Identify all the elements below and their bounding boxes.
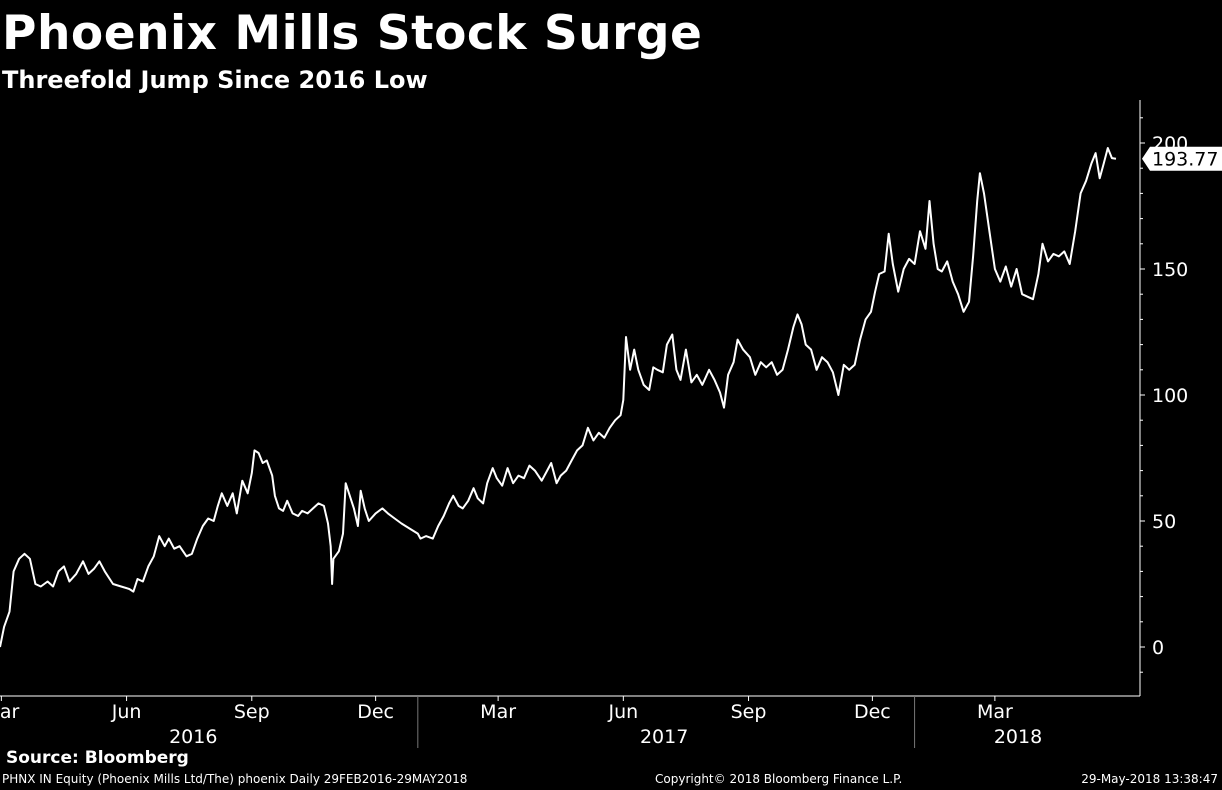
x-tick-label: Mar [0, 701, 19, 723]
price-line [0, 147, 1117, 648]
x-tick-label: Jun [111, 701, 142, 723]
x-tick-label: Mar [977, 701, 1013, 723]
last-value-flag: 193.77 [1142, 146, 1222, 171]
x-tick-label: Dec [357, 701, 394, 723]
y-tick-label: 150 [1152, 259, 1188, 281]
source-note: Source: Bloomberg [6, 748, 189, 768]
x-tick-label: Dec [854, 701, 891, 723]
x-axis: Mar Jun Sep Dec Mar Jun Sep Dec Mar 2016 2017 2018 [0, 696, 1042, 748]
x-year-label: 2017 [640, 726, 688, 748]
y-tick-label: 50 [1152, 511, 1176, 533]
footer-security-info: PHNX IN Equity (Phoenix Mills Ltd/The) p… [2, 772, 468, 786]
chart-title: Phoenix Mills Stock Surge [2, 6, 703, 61]
x-year-label: 2016 [169, 726, 217, 748]
x-tick-label: Jun [607, 701, 638, 723]
x-tick-label: Sep [234, 701, 270, 723]
plot-frame [0, 100, 1141, 697]
y-tick-label: 100 [1152, 385, 1188, 407]
footer-copyright: Copyright© 2018 Bloomberg Finance L.P. [655, 772, 903, 786]
footer-timestamp: 29-May-2018 13:38:47 [1081, 772, 1218, 786]
series-layer [0, 147, 1117, 648]
x-tick-label: Sep [731, 701, 767, 723]
y-tick-label: 0 [1152, 637, 1164, 659]
chart-subtitle: Threefold Jump Since 2016 Low [2, 66, 428, 94]
last-value-box [1142, 146, 1222, 171]
last-value-label: 193.77 [1152, 149, 1218, 171]
x-year-label: 2018 [994, 726, 1042, 748]
x-tick-label: Mar [480, 701, 516, 723]
